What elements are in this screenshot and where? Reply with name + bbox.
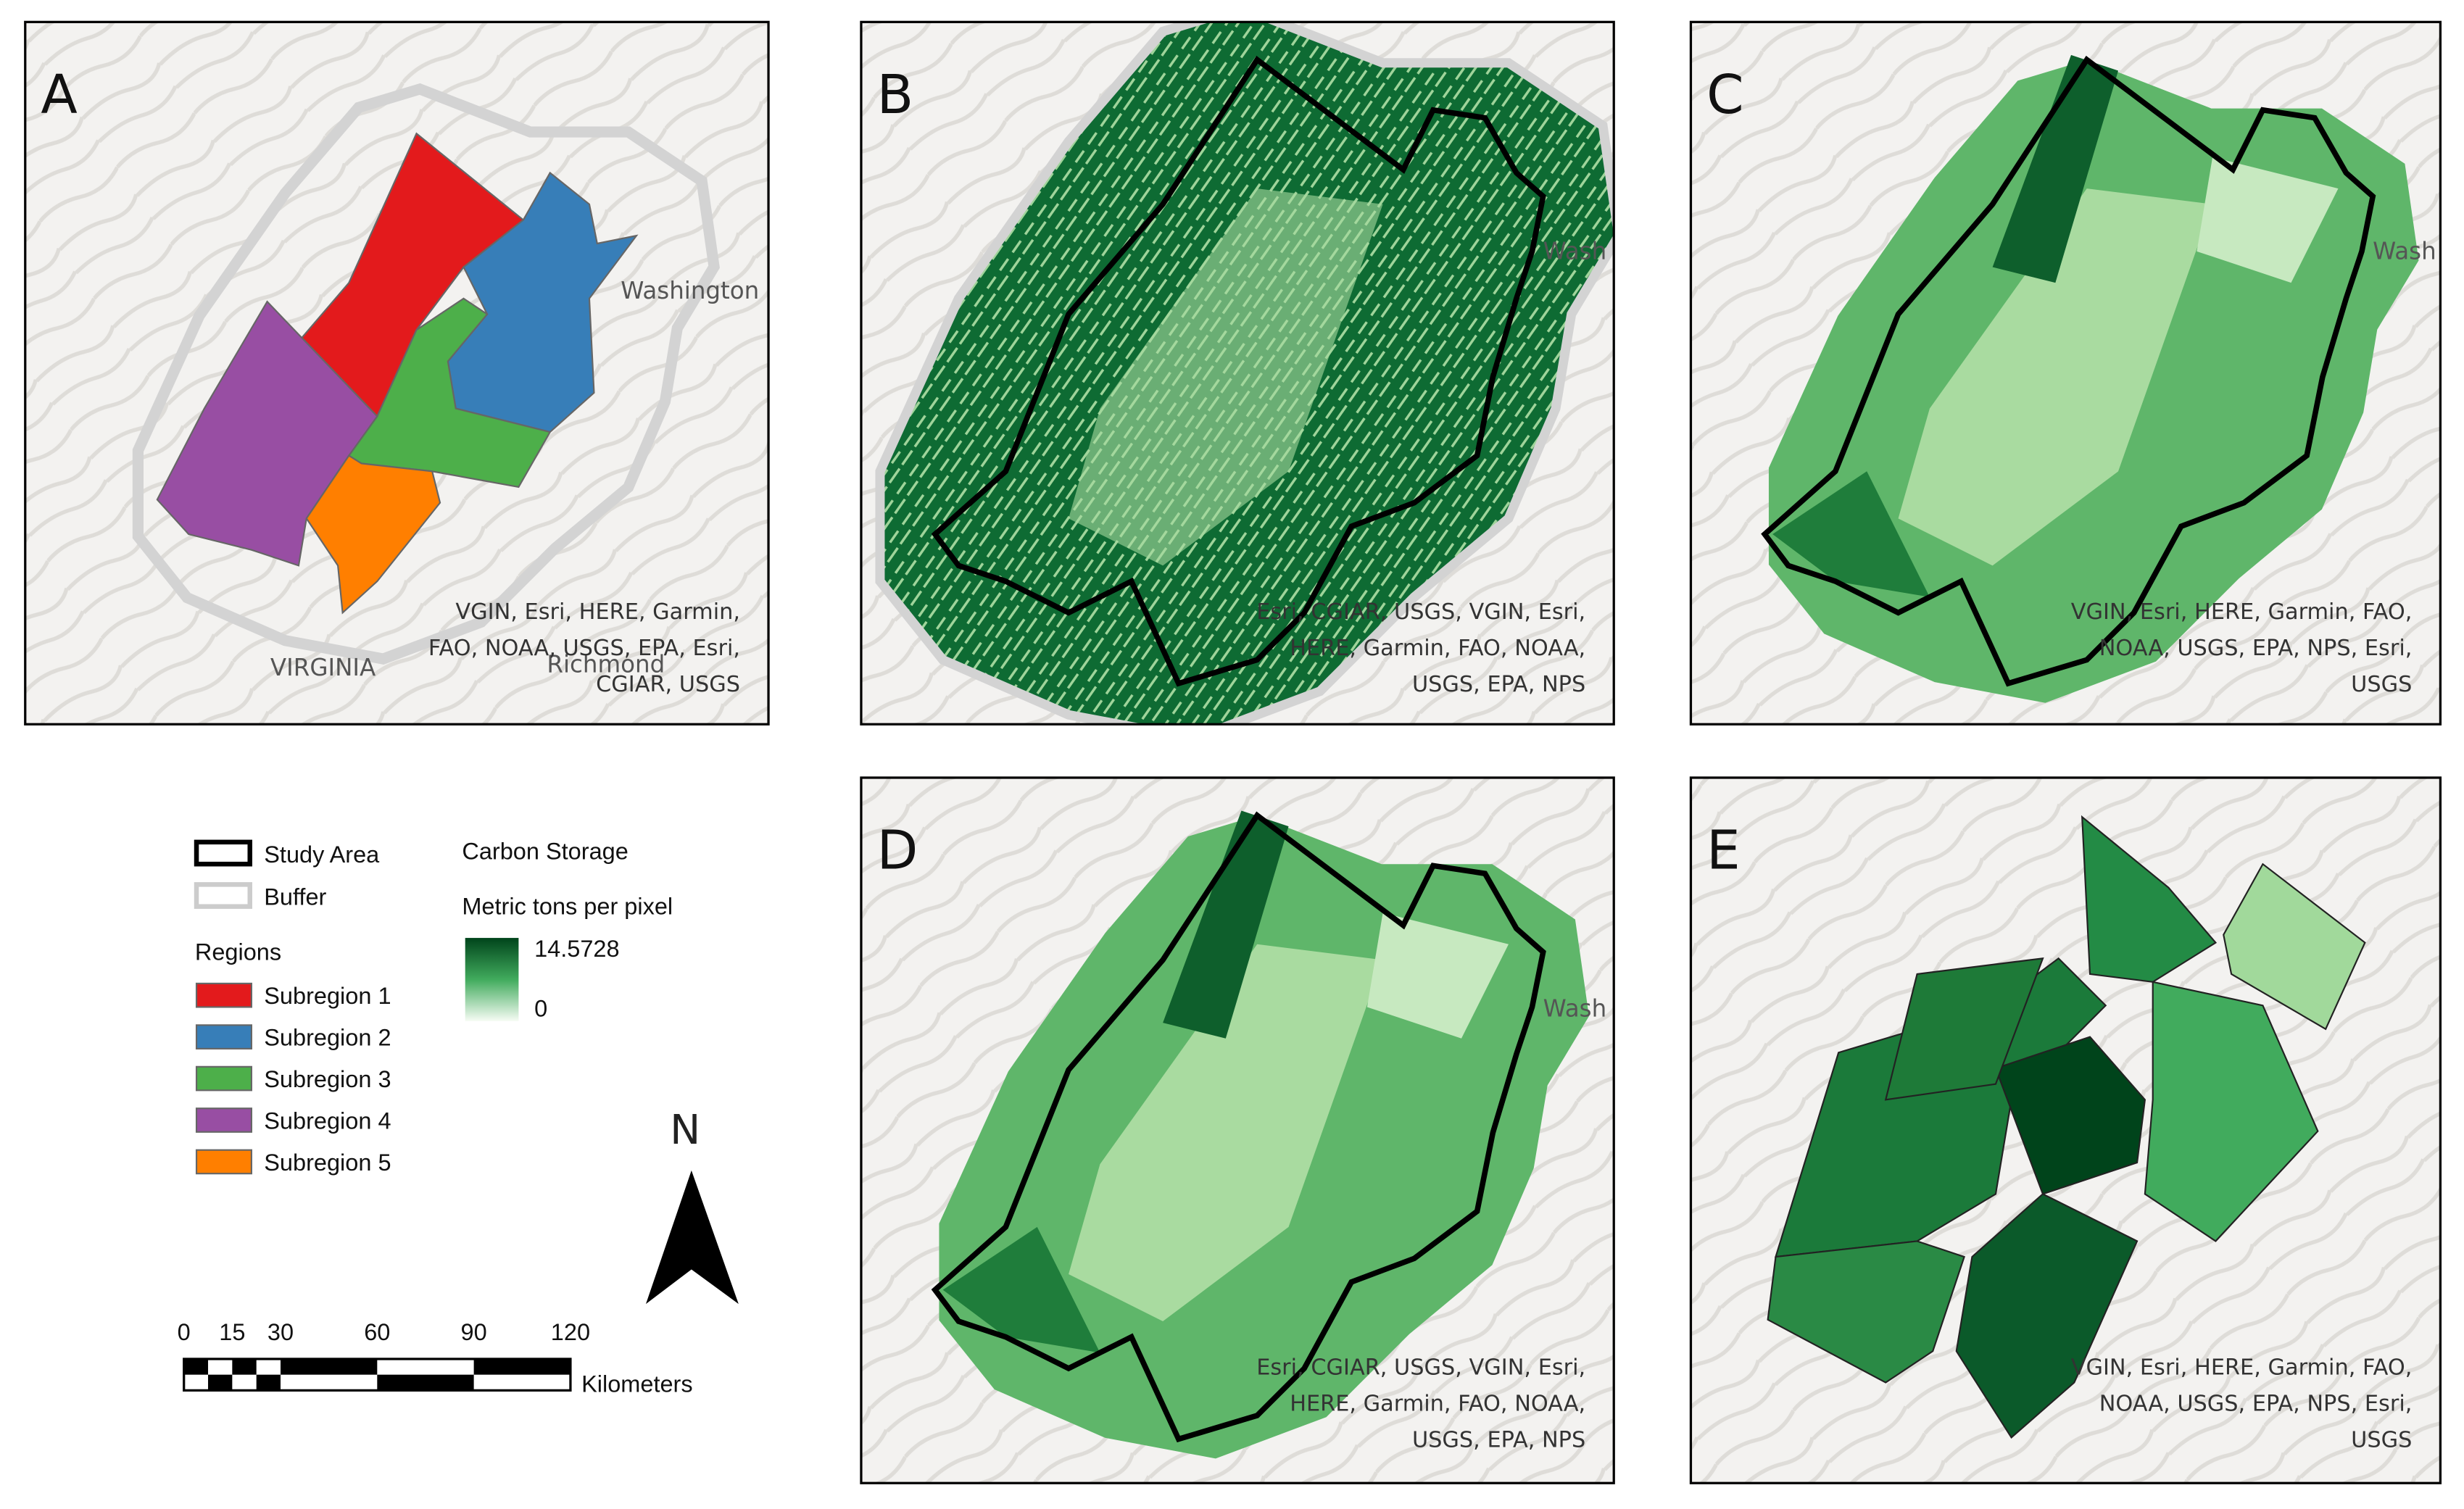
- map-panel: Wash: [860, 22, 1614, 725]
- study-area: [931, 811, 1546, 1443]
- attribution: USGS, EPA, NPS: [1412, 1427, 1585, 1452]
- attribution: Esri, CGIAR, USGS, VGIN, Esri,: [1256, 1355, 1585, 1381]
- county: [2081, 815, 2218, 983]
- scale-segment: [256, 1374, 281, 1391]
- carbon-patch: [1898, 188, 2213, 566]
- subregion: [156, 300, 378, 567]
- legend-label: Subregion 2: [264, 1025, 391, 1051]
- study-area: [1761, 55, 2376, 687]
- scale-unit: Kilometers: [581, 1371, 693, 1397]
- legend-label: Subregion 3: [264, 1066, 391, 1092]
- panel-frame: [860, 776, 1615, 1484]
- color-ramp: [465, 938, 519, 1021]
- region-swatch: [195, 982, 252, 1008]
- carbon-patch: [1163, 810, 1289, 1039]
- county: [1994, 1036, 2146, 1195]
- scale-tick-label: 15: [219, 1319, 245, 1345]
- legend-title: Carbon Storage: [462, 839, 628, 865]
- place-label: Wash: [2373, 238, 2436, 265]
- region-swatch: [195, 1107, 252, 1133]
- subregion: [347, 297, 552, 489]
- scale-segment: [473, 1358, 571, 1375]
- study-area-swatch: [194, 839, 252, 867]
- carbon-patch: [942, 1226, 1100, 1353]
- ramp-label: 14.5728: [534, 936, 619, 962]
- panel-label: D: [877, 820, 918, 882]
- buffer: [132, 83, 720, 665]
- attribution: NOAA, USGS, EPA, NPS, Esri,: [2099, 1392, 2413, 1417]
- attribution: VGIN, Esri, HERE, Garmin, FAO,: [2071, 1355, 2413, 1381]
- carbon-patch: [2197, 157, 2339, 283]
- carbon-raster-light: [1069, 188, 1383, 566]
- carbon-patch: [1069, 944, 1383, 1321]
- study-area: [931, 55, 1546, 687]
- legend-label: Subregion 4: [264, 1107, 391, 1134]
- attribution: USGS: [2351, 1427, 2412, 1452]
- place-label: Washington: [621, 277, 759, 304]
- scale-segment: [183, 1358, 209, 1375]
- attribution: USGS, EPA, NPS: [1412, 672, 1585, 697]
- carbon-patch: [1772, 471, 1930, 597]
- scale-tick-label: 90: [461, 1319, 487, 1345]
- attribution: VGIN, Esri, HERE, Garmin,: [455, 599, 740, 625]
- carbon-patch: [1992, 54, 2119, 283]
- scale-tick-label: 60: [364, 1319, 390, 1345]
- region-swatch: [195, 1065, 252, 1092]
- ramp-label: 0: [534, 995, 547, 1021]
- map-panel: Wash: [860, 777, 1614, 1484]
- panel-label: E: [1706, 820, 1741, 882]
- scale-segment: [377, 1374, 474, 1391]
- region-swatch: [195, 1024, 252, 1049]
- scale-tick-label: 0: [178, 1319, 191, 1345]
- legend-subtitle: Metric tons per pixel: [462, 894, 673, 920]
- panel-label: A: [41, 65, 77, 126]
- place-label: Richmond: [547, 651, 665, 678]
- scale-segment: [208, 1374, 233, 1391]
- county: [1884, 957, 2044, 1101]
- panel-frame: [24, 20, 770, 726]
- county: [2223, 862, 2366, 1031]
- place-label: VIRGINIA: [270, 654, 376, 681]
- panel-frame: [860, 20, 1615, 726]
- north-arrow: [645, 1170, 739, 1305]
- legend-title: Regions: [195, 939, 281, 965]
- attribution: USGS: [2351, 672, 2412, 697]
- attribution: HERE, Garmin, FAO, NOAA,: [1290, 636, 1585, 661]
- legend-label: Subregion 1: [264, 983, 391, 1009]
- attribution: HERE, Garmin, FAO, NOAA,: [1290, 1392, 1585, 1417]
- map-panel: Washington VIRGINIA Richmond: [25, 22, 769, 725]
- scale-tick-label: 120: [551, 1319, 590, 1345]
- map-panel: Wash: [1691, 22, 2441, 725]
- attribution: VGIN, Esri, HERE, Garmin, FAO,: [2071, 599, 2413, 625]
- legend-label: Study Area: [264, 841, 380, 868]
- attribution: NOAA, USGS, EPA, NPS, Esri,: [2099, 636, 2413, 661]
- county: [1767, 1240, 1965, 1384]
- place-label: Wash: [1543, 238, 1607, 265]
- legend-label: Subregion 5: [264, 1150, 391, 1176]
- legend-label: Buffer: [264, 884, 326, 910]
- county: [1955, 1193, 2139, 1439]
- map-panel: [1691, 777, 2441, 1484]
- place-label: Wash: [1543, 994, 1607, 1022]
- attribution: FAO, NOAA, USGS, EPA, Esri,: [428, 636, 740, 661]
- attribution: Esri, CGIAR, USGS, VGIN, Esri,: [1256, 599, 1585, 625]
- scale-segment: [232, 1358, 257, 1375]
- scale-tick-label: 30: [267, 1319, 294, 1345]
- panel-label: C: [1706, 65, 1743, 126]
- subregion: [305, 454, 441, 615]
- panel-label: B: [877, 65, 914, 126]
- scale-segment: [281, 1358, 378, 1375]
- buffer-swatch: [194, 882, 252, 909]
- panel-frame: [1689, 776, 2442, 1484]
- attribution: CGIAR, USGS: [596, 672, 740, 697]
- region-swatch: [195, 1149, 252, 1175]
- north-label: N: [670, 1107, 700, 1154]
- carbon-patch: [1366, 913, 1509, 1039]
- panel-frame: [1689, 20, 2442, 726]
- county: [2144, 981, 2319, 1242]
